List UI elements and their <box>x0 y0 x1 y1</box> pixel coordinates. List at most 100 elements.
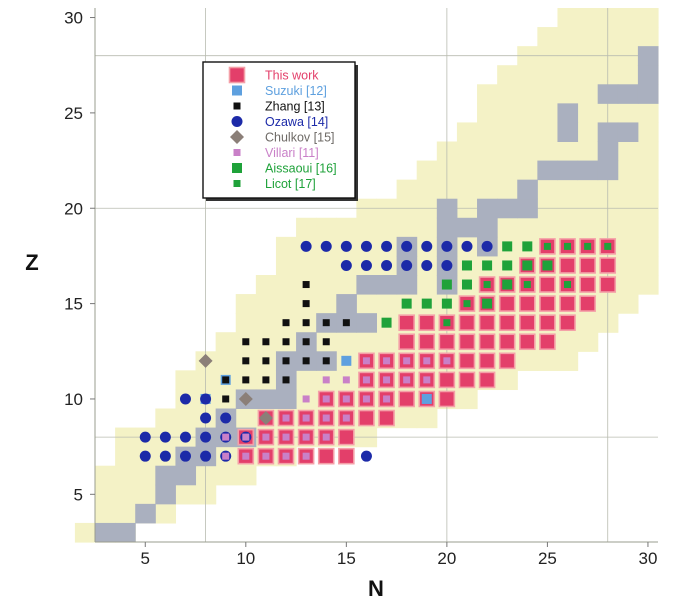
unknown-region-cell <box>275 236 297 257</box>
data-point <box>262 433 270 441</box>
data-point <box>222 376 230 384</box>
unknown-region-cell <box>617 8 639 28</box>
data-point <box>322 414 330 422</box>
data-point <box>418 314 436 331</box>
legend-label-name: Chulkov <box>265 131 314 145</box>
data-point <box>362 395 370 403</box>
unknown-region-cell <box>557 351 579 371</box>
data-point <box>300 240 312 252</box>
unknown-region-cell <box>155 408 177 429</box>
data-point <box>539 314 556 331</box>
unknown-region-cell <box>577 103 599 124</box>
data-point <box>200 412 212 424</box>
unknown-region-cell <box>456 122 478 143</box>
data-point <box>401 240 413 252</box>
data-point <box>322 338 330 346</box>
data-point <box>338 428 355 446</box>
legend-label: This work <box>265 69 319 83</box>
stable-nucleus-cell <box>597 160 619 181</box>
data-point <box>438 390 456 408</box>
unknown-region-cell <box>497 84 518 104</box>
data-point <box>179 450 191 462</box>
unknown-region-cell <box>275 294 297 314</box>
data-point <box>579 295 596 312</box>
unknown-region-cell <box>537 103 559 124</box>
legend-label-ref: [12] <box>306 84 327 98</box>
legend-label-name: This work <box>265 69 319 83</box>
data-point <box>302 452 310 460</box>
legend-label-name: Villari <box>265 146 299 160</box>
stable-nucleus-cell <box>497 198 518 219</box>
legend-marker <box>231 116 243 127</box>
unknown-region-cell <box>497 179 518 200</box>
data-point <box>302 300 310 308</box>
stable-nucleus-cell <box>517 198 538 219</box>
stable-nucleus-cell <box>597 141 619 162</box>
unknown-region-cell <box>235 465 257 486</box>
unknown-region-cell <box>296 370 317 391</box>
stable-nucleus-cell <box>617 84 639 104</box>
data-point <box>302 281 310 289</box>
unknown-region-cell <box>577 27 599 47</box>
unknown-region-cell <box>577 332 599 352</box>
unknown-region-cell <box>135 465 156 486</box>
y-tick-label: 30 <box>64 9 83 28</box>
stable-nucleus-cell <box>597 84 619 104</box>
data-point <box>317 447 335 465</box>
data-point <box>441 298 452 309</box>
data-point <box>341 355 352 366</box>
unknown-region-cell <box>577 179 599 200</box>
unknown-region-cell <box>517 217 538 238</box>
unknown-region-cell <box>537 179 559 200</box>
unknown-region-cell <box>356 332 378 352</box>
unknown-region-cell <box>336 275 357 295</box>
unknown-region-cell <box>557 179 579 200</box>
legend-marker <box>232 85 242 96</box>
data-point <box>262 376 270 384</box>
unknown-region-cell <box>577 122 599 143</box>
data-point <box>458 371 476 389</box>
unknown-region-cell <box>497 160 518 181</box>
legend-item: Chulkov [15] <box>230 130 335 145</box>
data-point <box>262 357 270 365</box>
legend-label-ref: [15] <box>314 131 335 145</box>
unknown-region-cell <box>617 103 639 124</box>
unknown-region-cell <box>275 275 297 295</box>
legend-marker <box>228 66 246 84</box>
data-point <box>179 431 191 443</box>
unknown-region-cell <box>95 484 116 505</box>
data-point <box>383 376 391 384</box>
unknown-region-cell <box>215 332 237 352</box>
data-point <box>579 276 596 293</box>
stable-nucleus-cell <box>477 217 498 238</box>
legend-label: Zhang [13] <box>265 100 325 114</box>
unknown-region-cell <box>296 217 317 238</box>
unknown-region-cell <box>115 503 136 524</box>
unknown-region-cell <box>537 84 559 104</box>
stable-nucleus-cell <box>275 389 297 409</box>
legend-marker <box>233 149 241 156</box>
unknown-region-cell <box>637 236 659 257</box>
data-point <box>302 414 310 422</box>
data-point <box>463 300 471 308</box>
data-point <box>282 376 290 384</box>
data-point <box>423 376 431 384</box>
unknown-region-cell <box>115 446 136 467</box>
unknown-region-cell <box>155 503 177 524</box>
data-point <box>200 450 212 462</box>
unknown-region-cell <box>497 122 518 143</box>
x-tick-label: 10 <box>236 549 255 568</box>
legend-item: Licot [17] <box>233 177 316 191</box>
unknown-region-cell <box>577 313 599 333</box>
series-villari-11 <box>222 357 451 460</box>
unknown-region-cell <box>637 179 659 200</box>
unknown-region-cell <box>617 141 639 162</box>
stable-nucleus-cell <box>155 484 176 505</box>
axes-layer: 5 10 15 20 25 30 5 10 15 20 25 30 <box>64 8 658 568</box>
unknown-region-cell <box>416 408 438 429</box>
legend-label-name: Aissaoui <box>265 162 316 176</box>
unknown-region-cell <box>316 294 337 314</box>
unknown-region-cell <box>477 84 498 104</box>
unknown-region-cell <box>235 313 257 333</box>
unknown-region-cell <box>215 465 237 486</box>
